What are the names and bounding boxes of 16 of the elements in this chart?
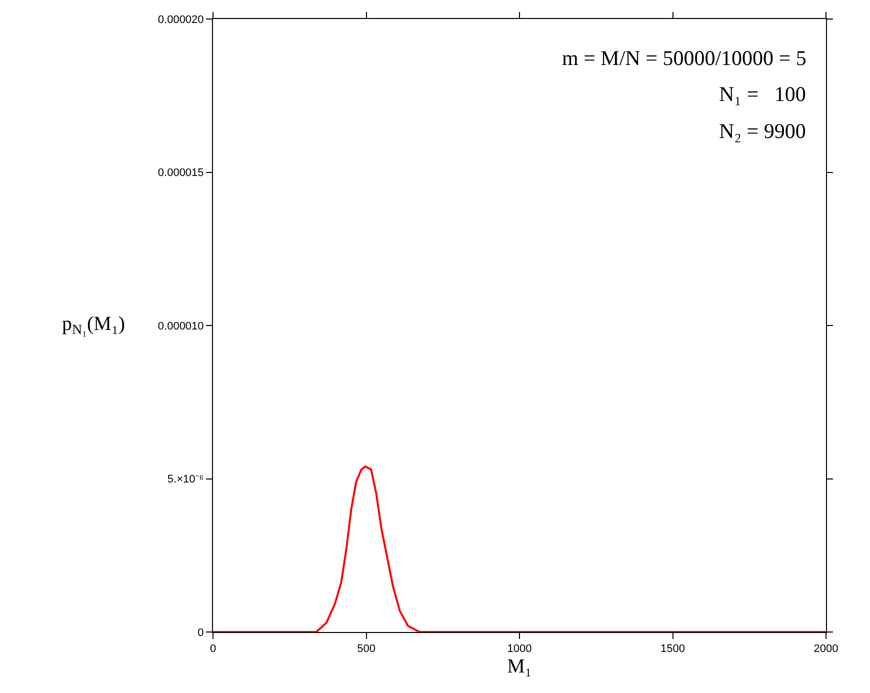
y-axis-title: p$_{N₁}$(M₁)	[62, 313, 126, 338]
y-tick-label: 5.×10⁻⁶	[167, 474, 204, 486]
annotation: N₂ = 9900	[719, 119, 806, 143]
y-tick-label: 0	[198, 626, 204, 639]
y-tick-label: 0.000020	[158, 14, 204, 26]
x-tick-label: 1000	[507, 643, 532, 656]
x-axis-title: M₁	[507, 656, 532, 678]
x-tick-label: 2000	[814, 643, 838, 656]
x-tick-label: 1500	[660, 643, 685, 656]
x-tick-label: 500	[357, 643, 376, 656]
y-tick-label: 0.000015	[158, 167, 204, 180]
x-tick-label: 0	[210, 643, 216, 656]
annotation: m = M/N = 50000/10000 = 5	[562, 46, 806, 70]
y-tick-label: 0.000010	[158, 320, 204, 332]
line-series	[213, 465, 826, 632]
annotation: N₁ = 100	[719, 82, 806, 106]
